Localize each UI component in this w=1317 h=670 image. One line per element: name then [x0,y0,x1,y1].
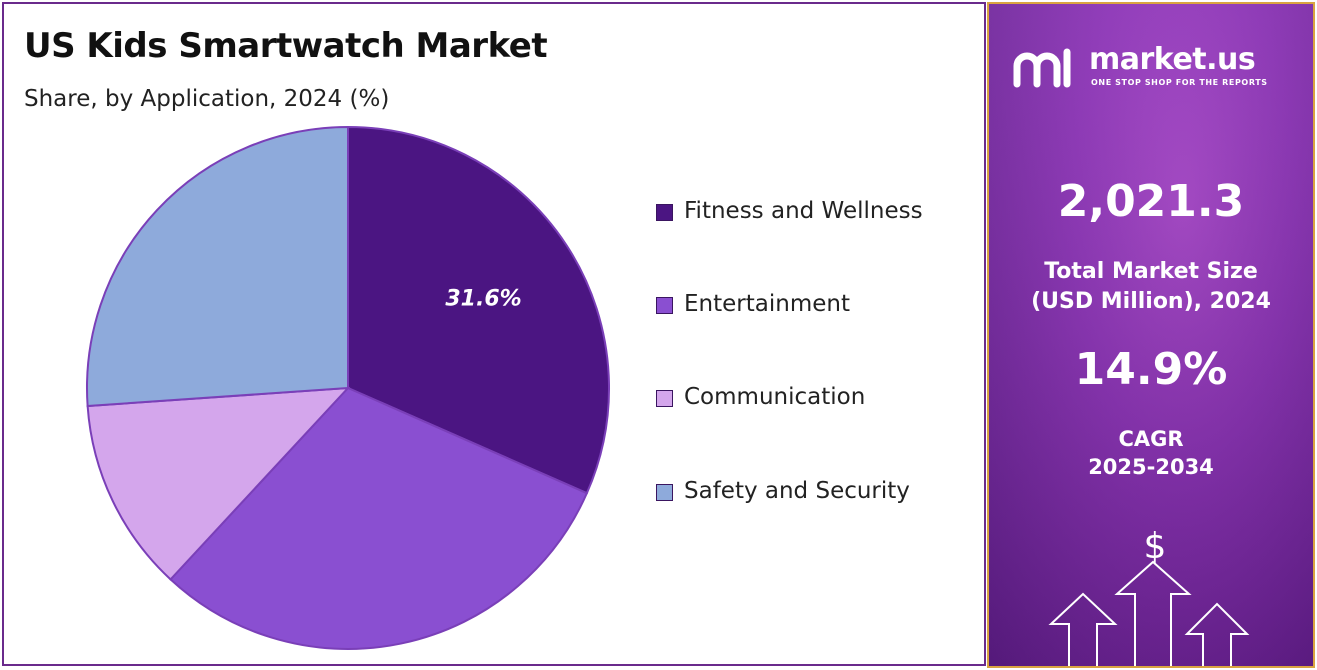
brand-name: market.us [1089,42,1256,77]
cagr-label: CAGR [1118,427,1184,451]
legend-swatch-communication [656,390,673,407]
pie-chart: 31.6% [86,125,610,650]
data-label-fitness: 31.6% [445,287,521,312]
legend-swatch-safety [656,484,673,501]
chart-subtitle: Share, by Application, 2024 (%) [24,86,390,112]
legend-label-communication: Communication [684,384,866,410]
summary-panel: market.us ONE STOP SHOP FOR THE REPORTS … [987,2,1315,668]
chart-title: US Kids Smartwatch Market [24,26,548,66]
market-size-label-line1: Total Market Size [1044,259,1258,284]
cagr-value: 14.9% [1074,344,1228,395]
brand-logo: market.us ONE STOP SHOP FOR THE REPORTS [1011,42,1301,92]
legend-label-entertainment: Entertainment [684,291,850,317]
panel-overlay [989,4,1313,666]
brand-tagline: ONE STOP SHOP FOR THE REPORTS [1091,78,1268,87]
pie-slice-fitness [347,125,610,495]
legend-label-safety: Safety and Security [684,478,910,504]
market-size-label-line2: (USD Million), 2024 [1031,289,1271,314]
legend-label-fitness: Fitness and Wellness [684,198,923,224]
pie-slice-safety [86,125,349,408]
market-us-logo-icon [1013,48,1071,88]
chart-panel: US Kids Smartwatch Market Share, by Appl… [2,2,986,666]
dollar-icon: $ [1144,526,1167,567]
pie-slice-entertainment [169,386,589,650]
market-size-value: 2,021.3 [1057,176,1245,227]
legend-swatch-fitness [656,204,673,221]
pie-slice-communication [86,386,351,581]
legend-swatch-entertainment [656,297,673,314]
growth-arrows-icon: $ [1048,526,1250,666]
cagr-period: 2025-2034 [1088,455,1214,479]
